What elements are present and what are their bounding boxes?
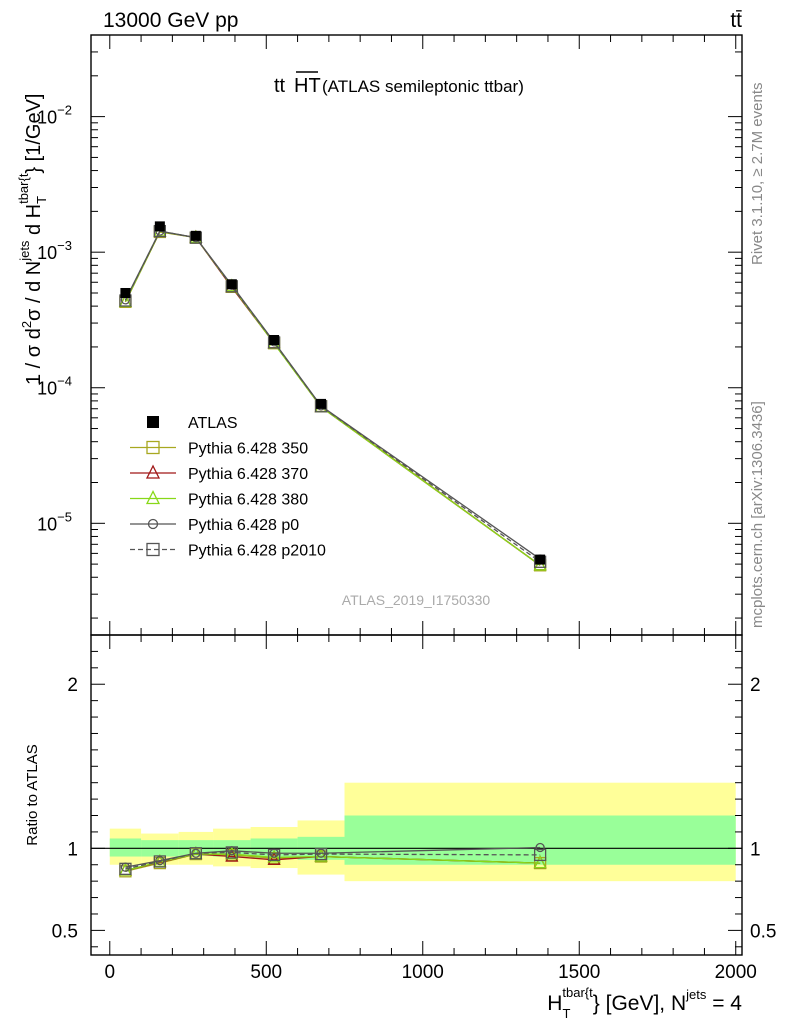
series-line-p2010 [124, 230, 541, 563]
series-p350 [119, 225, 547, 572]
main-panel: 10−5 10−4 10−3 10−2 tt HT (ATLAS semilepton… [16, 34, 743, 636]
legend-label: Pythia 6.428 370 [188, 466, 308, 483]
ratio-band-inner [109, 838, 142, 857]
ratio-point-p2010 [153, 855, 167, 868]
legend-label: ATLAS [188, 415, 238, 432]
title-main: tt [274, 75, 286, 97]
ratio-ytick-label: 0.5 [52, 921, 78, 942]
ratio-ytick-label-right: 2 [750, 675, 761, 696]
legend-marker [146, 542, 160, 557]
legend-item-p380: Pythia 6.428 380 [130, 490, 308, 509]
ratio-series-p0 [120, 842, 545, 872]
rivet-label: Rivet 3.1.10, ≥ 2.7M events [749, 83, 766, 266]
main-ytick-label: 10−3 [37, 238, 72, 263]
legend-item-p2010: Pythia 6.428 p2010 [130, 543, 326, 560]
legend-label: Pythia 6.428 p0 [188, 517, 299, 534]
legend-label: Pythia 6.428 p2010 [188, 543, 326, 560]
ratio-point-p2010 [314, 847, 328, 861]
series-line-p0 [124, 230, 541, 560]
ratio-line-p2010 [125, 851, 541, 870]
analysis-watermark: ATLAS_2019_I1750330 [342, 592, 491, 608]
ratio-ylabel: Ratio to ATLAS [24, 744, 41, 845]
ratio-line-p0 [125, 846, 541, 868]
main-ylabel: 1 / σ d2σ / d Njets d HTtbar{t} [1/GeV] [16, 94, 49, 386]
legend-marker [145, 464, 161, 479]
main-series [118, 223, 547, 572]
ratio-ticks [91, 635, 742, 955]
ratio-point-p370 [267, 851, 281, 865]
main-tick-labels: 10−5 10−4 10−3 10−2 [37, 103, 72, 535]
atlas-data [120, 221, 546, 565]
ratio-point-p0 [316, 848, 326, 858]
atlas-point [154, 221, 165, 232]
ratio-point-p2010 [533, 848, 547, 862]
atlas-point [316, 398, 327, 409]
legend-item-p370: Pythia 6.428 370 [130, 464, 308, 483]
ratio-ytick-label-right: 1 [750, 839, 761, 860]
ratio-point-p2010 [189, 847, 202, 860]
ratio-series-p2010 [119, 846, 547, 875]
ratio-xtick-label: 0 [104, 962, 115, 983]
plot-title: tt HT (ATLAS semileptonic ttbar) [274, 71, 524, 97]
svg-text:HTtbar{t} [GeV], Njets = 4: HTtbar{t} [GeV], Njets = 4 [547, 985, 742, 1021]
ratio-xtick-label: 500 [250, 962, 282, 983]
legend-marker [147, 416, 159, 428]
ratio-point-p380 [533, 855, 547, 869]
title-overline-part: HT [294, 75, 321, 97]
ratio-bands [109, 782, 736, 882]
atlas-point [226, 279, 237, 290]
ratio-xtick-label: 2000 [715, 962, 757, 983]
main-ytick-label: 10−2 [37, 103, 72, 128]
legend-item-p350: Pythia 6.428 350 [130, 441, 308, 458]
process-label: tt̄ [730, 9, 742, 32]
main-ytick-label: 10−5 [37, 509, 72, 534]
atlas-point [535, 554, 546, 565]
x-axis-label: HTtbar{t} [GeV], Njets = 4 [547, 985, 742, 1021]
main-ytick-label: 10−4 [37, 374, 72, 399]
series-p2010 [119, 224, 547, 568]
energy-label: 13000 GeV pp [103, 9, 238, 32]
ratio-point-p2010 [225, 846, 238, 859]
ratio-panel: 0.5 0.5 1 1 2 2 0 500 1000 1500 2000 Ratio to ATLA… [24, 634, 777, 983]
legend-item-p0: Pythia 6.428 p0 [130, 517, 299, 534]
legend-marker [147, 518, 159, 530]
ratio-ytick-label-right: 0.5 [750, 921, 776, 942]
title-rest: (ATLAS semileptonic ttbar) [322, 77, 524, 96]
legend-label: Pythia 6.428 350 [188, 441, 308, 458]
ratio-point-p2010 [119, 862, 132, 875]
ratio-xtick-label: 1500 [558, 962, 600, 983]
series-p0 [120, 226, 545, 564]
atlas-point [269, 335, 280, 346]
ratio-ytick-label: 1 [67, 839, 78, 860]
main-ticks [91, 34, 742, 635]
legend-label: Pythia 6.428 380 [188, 492, 308, 509]
atlas-point [120, 287, 131, 298]
ratio-point-p0 [155, 855, 165, 866]
ratio-tick-labels: 0.5 0.5 1 1 2 2 0 500 1000 1500 2000 [52, 675, 777, 983]
ratio-point-p370 [225, 848, 239, 862]
legend-marker [146, 440, 160, 455]
ratio-point-p2010 [267, 848, 281, 862]
atlas-point [190, 230, 201, 241]
legend: ATLAS Pythia 6.428 350 Pythia 6.428 370 Pyt… [130, 415, 326, 560]
ratio-ytick-label: 2 [67, 675, 78, 696]
ratio-point-p0 [535, 842, 545, 853]
legend-marker [145, 490, 161, 505]
ratio-series [118, 842, 547, 878]
svg-text:1 / σ d2σ / d Njets d HTtbar{t: 1 / σ d2σ / d Njets d HTtbar{t} [1/GeV] [16, 94, 49, 386]
ratio-xtick-label: 1000 [402, 962, 444, 983]
legend-item-atlas: ATLAS [147, 415, 238, 432]
ratio-frame [90, 634, 743, 956]
mcplots-label: mcplots.cern.ch [arXiv:1306.3436] [749, 401, 766, 628]
